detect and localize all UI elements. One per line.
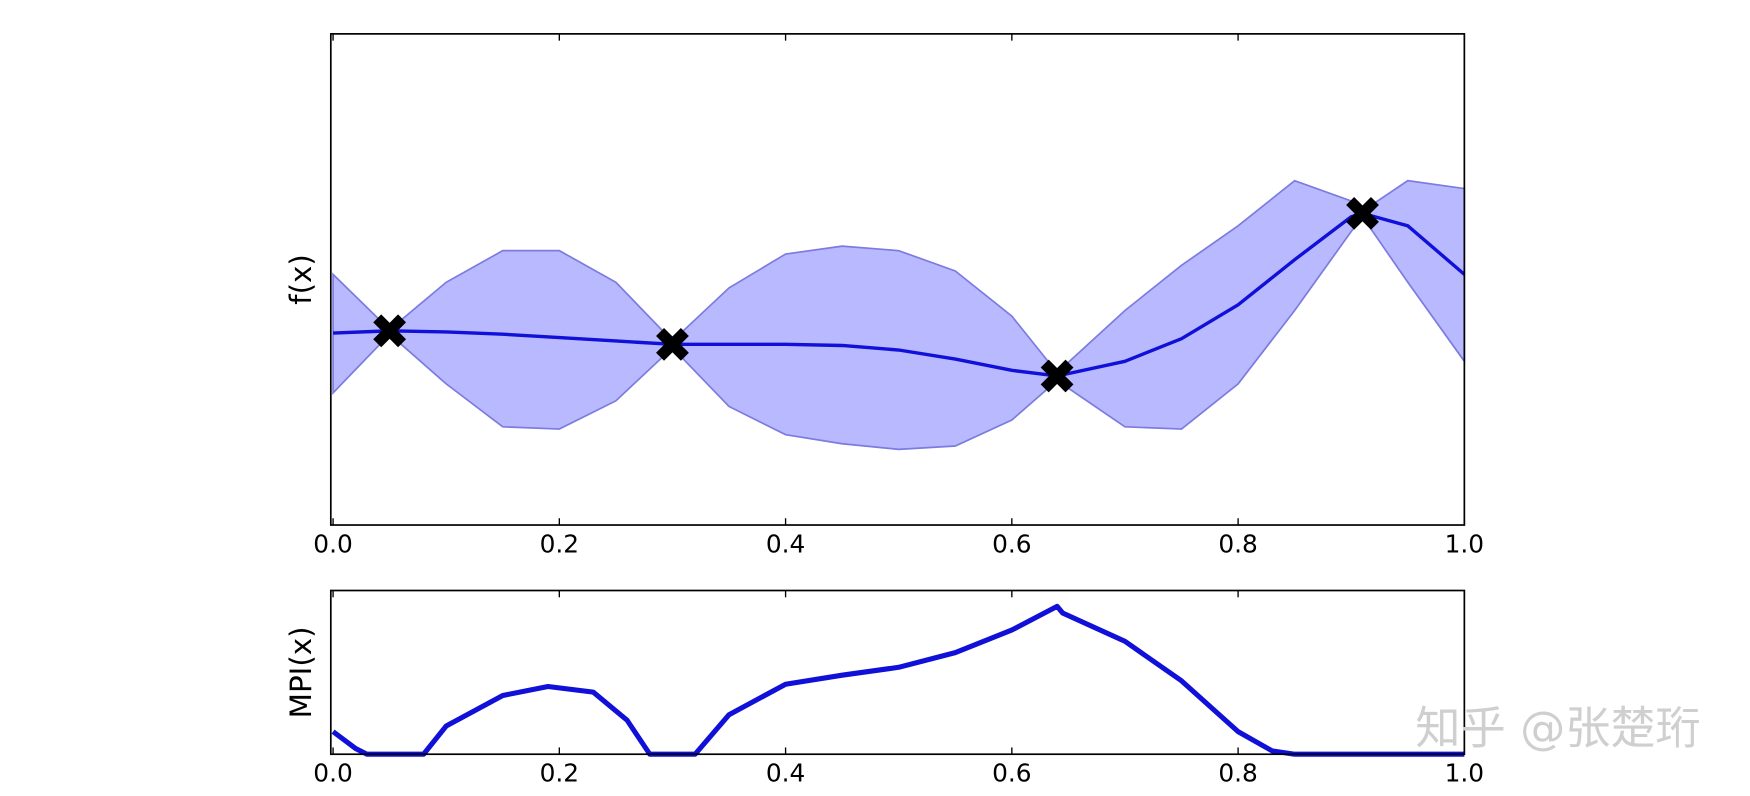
observation-marker xyxy=(1040,359,1074,393)
x-tick-label: 1.0 xyxy=(1445,529,1484,558)
x-tick-label: 0.0 xyxy=(313,529,352,558)
x-tick-label: 0.2 xyxy=(540,759,579,788)
mean-line xyxy=(333,211,1466,378)
x-tick-label: 0.4 xyxy=(766,759,805,788)
axes-frame xyxy=(329,33,1466,526)
y-axis-label: f(x) xyxy=(284,254,318,305)
x-tick-label: 0.4 xyxy=(766,529,805,558)
x-tick-label: 0.2 xyxy=(540,529,579,558)
watermark: 知乎 @张楚珩 xyxy=(1415,702,1700,755)
plot-area xyxy=(330,590,1465,755)
x-tick-label: 0.8 xyxy=(1218,759,1257,788)
observation-marker xyxy=(373,314,407,348)
x-tick-label: 0.8 xyxy=(1218,529,1257,558)
mean-line xyxy=(331,603,1465,757)
x-tick-label: 0.6 xyxy=(992,529,1031,558)
y-axis-label: MPI(x) xyxy=(284,626,318,718)
x-tick-label: 0.6 xyxy=(992,759,1031,788)
observation-marker xyxy=(656,327,689,361)
x-tick-label: 0.0 xyxy=(313,759,352,788)
x-tick-label: 1.0 xyxy=(1445,759,1484,788)
axes-frame xyxy=(329,589,1466,756)
observation-marker xyxy=(1346,196,1379,230)
